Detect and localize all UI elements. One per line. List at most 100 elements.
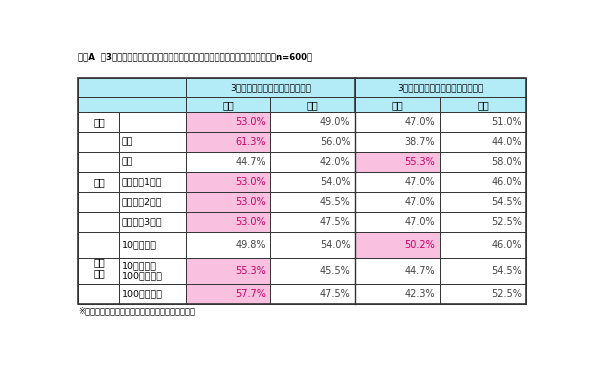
Bar: [270, 212, 355, 232]
Bar: [355, 284, 440, 304]
Text: 54.0%: 54.0%: [320, 177, 350, 187]
Bar: [119, 132, 186, 152]
Text: 55.3%: 55.3%: [235, 266, 266, 276]
Bar: [440, 258, 526, 284]
Text: 今回: 今回: [222, 100, 234, 110]
Bar: [119, 258, 186, 284]
Text: 47.5%: 47.5%: [320, 217, 350, 227]
Bar: [270, 152, 355, 172]
Text: 今回: 今回: [391, 100, 403, 110]
Text: 44.7%: 44.7%: [404, 266, 435, 276]
Bar: [119, 232, 186, 258]
Bar: [440, 152, 526, 172]
Bar: [440, 192, 526, 212]
Bar: [270, 112, 355, 132]
Text: 53.0%: 53.0%: [235, 217, 266, 227]
Text: 100億円以上: 100億円以上: [122, 290, 163, 299]
Bar: [355, 132, 440, 152]
Bar: [186, 172, 270, 192]
Bar: [270, 172, 355, 192]
Bar: [78, 212, 119, 232]
Bar: [270, 232, 355, 258]
Text: 44.0%: 44.0%: [491, 137, 522, 147]
Text: 前回: 前回: [477, 100, 489, 110]
Text: 42.0%: 42.0%: [320, 157, 350, 167]
Bar: [355, 192, 440, 212]
Text: 49.0%: 49.0%: [320, 117, 350, 127]
Bar: [186, 152, 270, 172]
Text: 47.0%: 47.0%: [404, 197, 435, 207]
Text: 47.0%: 47.0%: [404, 177, 435, 187]
Bar: [78, 132, 119, 232]
Bar: [440, 284, 526, 304]
Text: 54.0%: 54.0%: [320, 240, 350, 250]
Text: 55.3%: 55.3%: [404, 157, 435, 167]
Bar: [186, 258, 270, 284]
Text: 3年後も勤務し続けていると思う: 3年後も勤務し続けていると思う: [230, 83, 311, 92]
Text: 51.0%: 51.0%: [491, 117, 522, 127]
Bar: [440, 112, 526, 132]
Bar: [355, 152, 440, 172]
Bar: [78, 112, 119, 132]
Bar: [78, 258, 119, 284]
Bar: [186, 132, 270, 152]
Text: 53.0%: 53.0%: [235, 177, 266, 187]
Text: 42.3%: 42.3%: [404, 289, 435, 299]
Bar: [119, 152, 186, 172]
Text: 3年後は勤務し続けていないと思う: 3年後は勤務し続けていないと思う: [398, 83, 484, 92]
Text: 58.0%: 58.0%: [491, 157, 522, 167]
Bar: [78, 232, 119, 304]
Text: 47.5%: 47.5%: [320, 289, 350, 299]
Bar: [78, 152, 119, 172]
Text: 新卒入社1年目: 新卒入社1年目: [122, 178, 162, 186]
Bar: [186, 232, 270, 258]
Bar: [270, 284, 355, 304]
Text: 45.5%: 45.5%: [320, 197, 350, 207]
Bar: [186, 97, 270, 112]
Bar: [355, 258, 440, 284]
Text: 49.8%: 49.8%: [235, 240, 266, 250]
Bar: [355, 232, 440, 258]
Bar: [78, 284, 119, 304]
Text: 47.0%: 47.0%: [404, 217, 435, 227]
Text: 61.3%: 61.3%: [235, 137, 266, 147]
Text: 52.5%: 52.5%: [491, 289, 522, 299]
Bar: [270, 258, 355, 284]
Bar: [355, 172, 440, 192]
Bar: [78, 97, 186, 112]
Text: 56.0%: 56.0%: [320, 137, 350, 147]
Bar: [119, 112, 186, 132]
Bar: [355, 112, 440, 132]
Text: 46.0%: 46.0%: [491, 177, 522, 187]
Text: 10億円未満: 10億円未満: [122, 240, 157, 249]
Bar: [186, 112, 270, 132]
Bar: [78, 78, 186, 97]
Text: 53.0%: 53.0%: [235, 197, 266, 207]
Bar: [119, 172, 186, 192]
Text: 前回: 前回: [307, 100, 319, 110]
Text: 10億円以上
100億円未満: 10億円以上 100億円未満: [122, 261, 163, 281]
Text: 54.5%: 54.5%: [491, 197, 522, 207]
Bar: [270, 192, 355, 212]
Bar: [440, 132, 526, 152]
Bar: [440, 212, 526, 232]
Text: 52.5%: 52.5%: [491, 217, 522, 227]
Bar: [119, 212, 186, 232]
Bar: [270, 132, 355, 152]
Text: 男性: 男性: [122, 138, 133, 147]
Text: 46.0%: 46.0%: [491, 240, 522, 250]
Text: 新卒入社3年目: 新卒入社3年目: [122, 217, 162, 226]
Text: 売上
規模: 売上 規模: [93, 257, 105, 279]
Bar: [186, 192, 270, 212]
Text: 新卒入社2年目: 新卒入社2年目: [122, 197, 162, 206]
Text: 45.5%: 45.5%: [320, 266, 350, 276]
Text: 50.2%: 50.2%: [404, 240, 435, 250]
Bar: [119, 284, 186, 304]
Bar: [440, 232, 526, 258]
Text: 女性: 女性: [122, 158, 133, 167]
Text: 全体: 全体: [93, 117, 105, 127]
Text: 44.7%: 44.7%: [235, 157, 266, 167]
Text: 属性: 属性: [93, 177, 105, 187]
Bar: [355, 212, 440, 232]
Bar: [440, 97, 526, 112]
